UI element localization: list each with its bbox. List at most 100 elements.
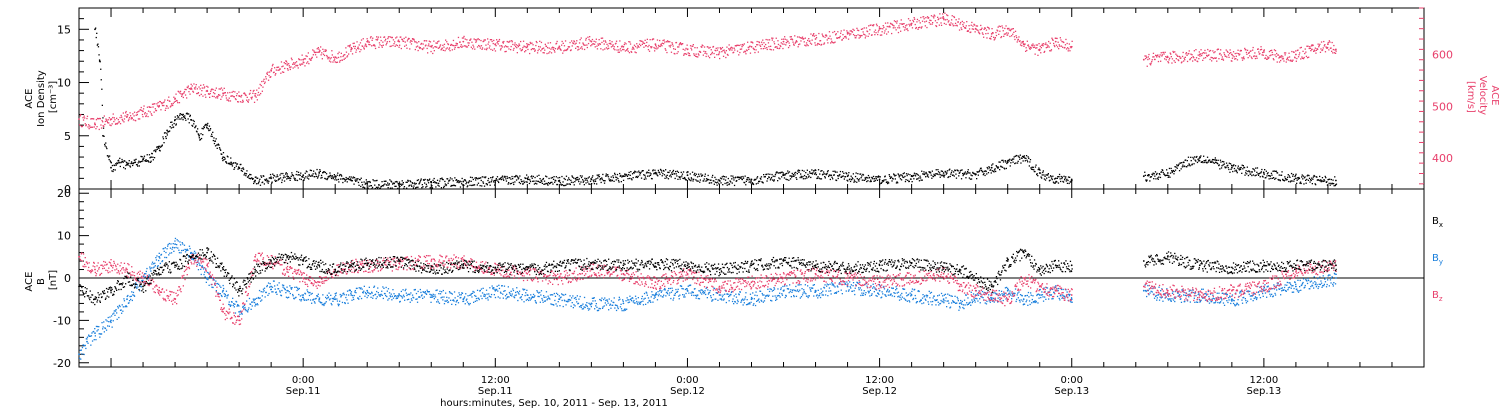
velocity-point [810, 33, 812, 35]
density-point [1217, 163, 1219, 165]
velocity-point [451, 49, 453, 51]
density-point [810, 172, 812, 174]
density-point [397, 183, 399, 185]
density-point [435, 186, 437, 188]
by-point [79, 349, 81, 351]
velocity-point [1227, 51, 1229, 53]
by-point [226, 297, 228, 299]
by-point [188, 256, 190, 258]
density-point [1238, 168, 1240, 170]
velocity-point [1057, 41, 1059, 43]
density-point [482, 181, 484, 183]
velocity-point [121, 118, 123, 121]
density-point [1283, 180, 1285, 182]
density-point [1220, 161, 1222, 163]
density-point [198, 137, 200, 139]
velocity-point [266, 72, 268, 74]
velocity-point [765, 38, 767, 41]
by-point [197, 269, 200, 271]
velocity-point [1036, 44, 1039, 46]
velocity-point [794, 35, 796, 37]
velocity-point [624, 42, 626, 44]
velocity-point [294, 62, 297, 64]
density-point [936, 173, 939, 175]
by-point [91, 340, 94, 342]
velocity-point [539, 46, 541, 48]
density-point [808, 175, 810, 177]
density-point [695, 179, 697, 181]
velocity-point [1313, 50, 1315, 52]
density-point [920, 179, 922, 181]
density-point [222, 159, 224, 162]
velocity-point [1306, 45, 1308, 47]
by-point [295, 296, 297, 298]
velocity-anchor-point [558, 45, 561, 48]
density-point [903, 176, 905, 179]
velocity-point [981, 32, 984, 34]
density-point [1262, 176, 1264, 178]
density-point [1021, 155, 1024, 158]
velocity-point [89, 125, 91, 127]
velocity-point [726, 46, 728, 48]
velocity-point [356, 41, 358, 43]
density-point [605, 175, 607, 177]
velocity-point [418, 41, 420, 43]
density-point [503, 176, 505, 178]
by-point [260, 300, 262, 302]
velocity-point [103, 125, 105, 127]
density-point [815, 174, 817, 176]
density-point [904, 180, 907, 183]
velocity-point [452, 44, 454, 47]
density-point [1318, 179, 1320, 181]
by-point [212, 278, 215, 280]
velocity-point [640, 44, 642, 47]
density-point [1069, 176, 1071, 178]
velocity-point [385, 38, 387, 40]
by-point [149, 268, 151, 270]
density-point [1017, 160, 1019, 162]
density-point [829, 174, 831, 176]
velocity-point [521, 49, 523, 51]
density-point [607, 176, 610, 178]
by-point [181, 249, 183, 252]
density-point [805, 176, 807, 178]
velocity-point [125, 112, 127, 114]
velocity-point [682, 48, 684, 50]
velocity-point [1174, 51, 1176, 53]
velocity-point [883, 26, 885, 28]
density-point [108, 158, 110, 161]
density-point [950, 173, 952, 175]
density-point [1195, 156, 1197, 158]
density-point [489, 181, 491, 183]
by-point [232, 297, 234, 299]
velocity-point [1183, 57, 1185, 59]
velocity-point [1053, 42, 1055, 45]
velocity-point [311, 56, 313, 58]
density-point [132, 164, 134, 167]
density-point [410, 184, 412, 186]
velocity-point [623, 43, 625, 46]
density-point [635, 176, 637, 178]
velocity-point [993, 39, 995, 41]
density-point [385, 180, 387, 182]
velocity-point [1306, 57, 1309, 59]
field-tick-label: -10 [53, 314, 71, 327]
velocity-point [990, 38, 992, 40]
density-point [992, 163, 994, 165]
velocity-point [546, 52, 548, 55]
velocity-point [644, 39, 646, 41]
velocity-point [887, 31, 889, 33]
velocity-point [525, 50, 527, 52]
velocity-point [1045, 47, 1047, 49]
velocity-point [928, 17, 930, 19]
velocity-point [1032, 43, 1034, 45]
velocity-point [234, 91, 236, 93]
velocity-point [136, 112, 138, 114]
velocity-point [378, 46, 380, 48]
velocity-point [1201, 53, 1203, 55]
density-point [620, 181, 622, 183]
velocity-point [549, 51, 551, 53]
density-point [289, 179, 291, 181]
velocity-point [1318, 44, 1320, 47]
density-point [296, 170, 298, 173]
